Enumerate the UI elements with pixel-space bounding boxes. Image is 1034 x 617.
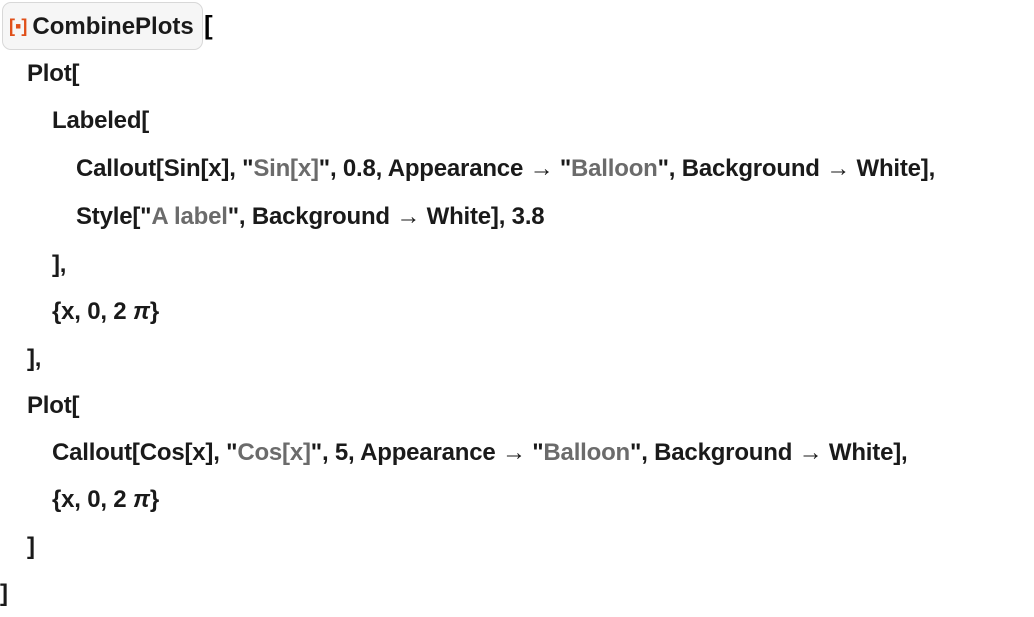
code-token: Plot[ <box>27 60 80 87</box>
string-literal: Sin[x] <box>253 155 319 182</box>
code-token: ", Background → White], 3.8 <box>227 203 545 230</box>
code-line: ] <box>27 523 35 570</box>
code-token: } <box>149 486 159 513</box>
code-line: Style["A label", Background → White], 3.… <box>76 193 545 240</box>
code-token: π <box>132 486 150 513</box>
code-line: ], <box>27 335 41 382</box>
code-token: ", Background → White], <box>657 155 936 182</box>
string-literal: Cos[x] <box>237 439 311 466</box>
code-token: Callout[Cos[x], " <box>52 439 238 466</box>
code-token: ] <box>27 533 35 560</box>
string-literal: A label <box>151 203 228 230</box>
code-token: π <box>132 298 150 325</box>
code-line: ], <box>52 241 66 288</box>
code-line: Callout[Cos[x], "Cos[x]", 5, Appearance … <box>52 429 908 476</box>
resource-function-icon: [▪] <box>9 16 28 36</box>
string-literal: Balloon <box>543 439 631 466</box>
code-token: ], <box>52 251 67 278</box>
code-token: Labeled[ <box>52 107 150 134</box>
code-token: ", Background → White], <box>630 439 908 466</box>
code-token: Plot[ <box>27 392 80 419</box>
code-token: {x, 0, 2 <box>52 486 133 513</box>
function-name: CombinePlots <box>32 13 194 40</box>
code-line: Plot[ <box>27 382 80 429</box>
code-token: {x, 0, 2 <box>52 298 133 325</box>
code-line: ] <box>0 570 8 617</box>
resource-function-chip[interactable]: [▪] CombinePlots <box>2 2 203 50</box>
code-line: Labeled[ <box>52 97 149 144</box>
open-bracket: [ <box>204 10 213 40</box>
code-token: ", 5, Appearance → " <box>310 439 544 466</box>
code-line: Plot[ <box>27 50 80 97</box>
code-token: ], <box>27 345 42 372</box>
code-token: ] <box>0 580 8 607</box>
code-token: Callout[Sin[x], " <box>76 155 254 182</box>
code-token: } <box>149 298 159 325</box>
code-token: Style[" <box>76 203 152 230</box>
code-line: {x, 0, 2 π} <box>52 288 159 335</box>
code-line: {x, 0, 2 π} <box>52 476 159 523</box>
code-line: Callout[Sin[x], "Sin[x]", 0.8, Appearanc… <box>76 145 935 192</box>
string-literal: Balloon <box>571 155 658 182</box>
code-token: ", 0.8, Appearance → " <box>318 155 572 182</box>
